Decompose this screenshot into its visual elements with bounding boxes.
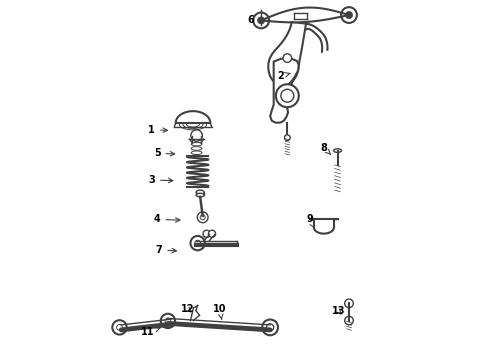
Circle shape xyxy=(285,135,290,140)
Text: 9: 9 xyxy=(306,215,315,228)
Text: 13: 13 xyxy=(332,306,345,316)
Text: 3: 3 xyxy=(148,175,173,185)
Ellipse shape xyxy=(334,149,342,152)
Text: 1: 1 xyxy=(148,125,168,135)
Circle shape xyxy=(283,54,292,62)
Circle shape xyxy=(262,319,278,335)
Text: 10: 10 xyxy=(213,304,227,320)
Circle shape xyxy=(258,17,265,24)
Polygon shape xyxy=(270,58,299,123)
Text: 8: 8 xyxy=(320,143,330,154)
Text: 4: 4 xyxy=(154,215,180,224)
Text: 2: 2 xyxy=(277,71,290,81)
Circle shape xyxy=(161,314,175,328)
Circle shape xyxy=(344,299,353,308)
Circle shape xyxy=(191,130,202,141)
Circle shape xyxy=(276,84,299,107)
Text: 11: 11 xyxy=(142,327,160,337)
Circle shape xyxy=(253,13,269,28)
Circle shape xyxy=(341,7,357,23)
Text: 7: 7 xyxy=(155,245,176,255)
Circle shape xyxy=(281,89,294,102)
Circle shape xyxy=(203,230,210,237)
Circle shape xyxy=(345,12,353,19)
Circle shape xyxy=(197,212,208,223)
Text: 12: 12 xyxy=(181,304,195,314)
Circle shape xyxy=(112,320,126,334)
Circle shape xyxy=(191,236,205,250)
Ellipse shape xyxy=(196,193,204,197)
Circle shape xyxy=(208,230,216,237)
Ellipse shape xyxy=(196,190,204,194)
Text: 5: 5 xyxy=(154,148,174,158)
Text: 6: 6 xyxy=(247,15,264,26)
Circle shape xyxy=(344,316,353,325)
